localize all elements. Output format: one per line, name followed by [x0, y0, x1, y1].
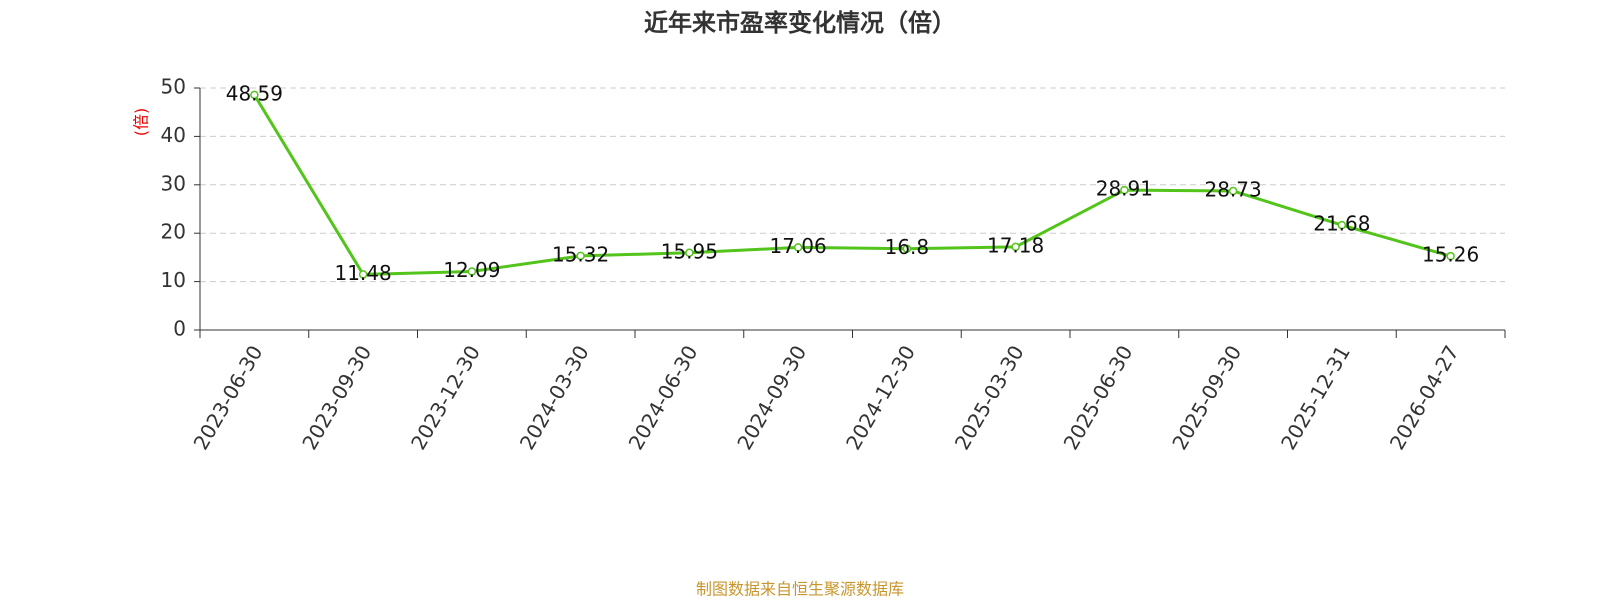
data-label: 16.8: [885, 235, 930, 259]
point: [902, 244, 912, 253]
x-tick-label: 2023-12-30: [406, 341, 485, 454]
point: [576, 251, 585, 261]
data-label: 28.73: [1204, 177, 1261, 201]
data-label: 21.68: [1313, 212, 1370, 236]
point: [1337, 220, 1347, 230]
point: [793, 243, 803, 252]
data-label: 28.91: [1096, 177, 1153, 201]
data-label: 15.32: [552, 242, 609, 266]
data-label: 17.06: [769, 234, 826, 258]
data-label: 15.95: [661, 239, 718, 263]
point: [1120, 185, 1129, 195]
point: [358, 270, 368, 279]
x-tick-label: 2024-03-30: [515, 341, 594, 454]
x-tick-label: 2024-12-30: [841, 341, 920, 454]
x-tick-label: 2025-06-30: [1059, 341, 1138, 454]
point: [250, 90, 259, 100]
line: [253, 94, 1452, 276]
source-note: 制图数据来自恒生聚源数据库: [696, 580, 904, 599]
x-tick-label: 2025-03-30: [950, 341, 1029, 454]
point: [1446, 251, 1455, 261]
y-tick-label: 40: [161, 123, 186, 147]
y-tick-label: 20: [161, 220, 186, 244]
chart-title: 近年来市盈率变化情况（倍）: [644, 9, 956, 37]
y-tick-label: 0: [173, 317, 186, 341]
data-label: 17.18: [987, 233, 1044, 257]
data-label: 12.09: [443, 258, 500, 282]
point: [467, 267, 477, 276]
data-label: 15.26: [1422, 243, 1479, 267]
y-tick-label: 50: [161, 75, 186, 99]
point: [1011, 242, 1020, 252]
y-axis-label: (倍): [132, 108, 151, 137]
data-label: 48.59: [226, 81, 283, 105]
point: [685, 248, 694, 258]
point: [1228, 186, 1238, 196]
y-tick-label: 30: [161, 171, 186, 195]
x-tick-label: 2025-09-30: [1167, 341, 1246, 454]
data-label: 11.48: [334, 261, 391, 285]
x-tick-label: 2023-09-30: [297, 341, 376, 454]
x-tick-label: 2024-09-30: [732, 341, 811, 454]
x-tick-label: 2024-06-30: [624, 341, 703, 454]
x-tick-label: 2025-12-31: [1276, 341, 1355, 454]
x-tick-label: 2026-04-27: [1385, 341, 1464, 454]
y-tick-label: 10: [161, 268, 186, 292]
x-tick-label: 2023-06-30: [189, 341, 268, 454]
